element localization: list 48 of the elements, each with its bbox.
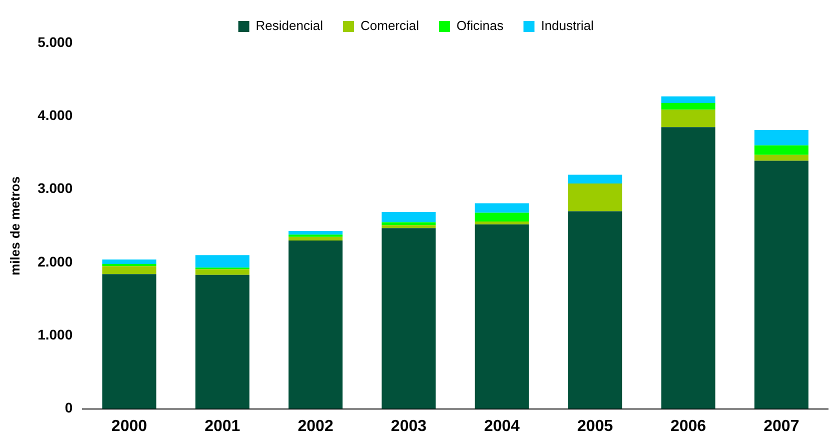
bar (382, 228, 436, 409)
bar (102, 260, 156, 264)
bar (568, 211, 622, 409)
bar (102, 266, 156, 274)
y-axis-title: miles de metros (7, 176, 22, 276)
y-tick-label: 3.000 (38, 180, 73, 196)
bar (195, 274, 250, 409)
bar (474, 212, 529, 222)
bar (382, 212, 436, 222)
y-tick-label: 5.000 (38, 34, 73, 50)
x-tick-label: 2005 (577, 418, 613, 435)
bar (661, 110, 716, 128)
x-tick-label: 2006 (670, 418, 706, 435)
x-tick-label: 2002 (298, 418, 334, 435)
bar (288, 236, 343, 241)
bar (568, 174, 622, 184)
x-tick-label: 2004 (484, 418, 520, 435)
y-tick-label: 4.000 (38, 107, 73, 124)
bar (474, 203, 529, 213)
bar (195, 255, 250, 268)
legend-label: Comercial (360, 18, 420, 34)
bar (288, 231, 343, 235)
bar (754, 154, 808, 161)
legend-label: Residencial (256, 18, 324, 34)
bar (382, 222, 436, 226)
bar (102, 264, 156, 266)
x-tick-label: 2007 (764, 418, 800, 435)
bar (195, 269, 250, 275)
bar (754, 130, 808, 146)
bar (474, 222, 529, 224)
bar (754, 145, 808, 155)
legend-label: Industrial (540, 18, 594, 34)
bar (754, 160, 808, 409)
legend-label: Oficinas (456, 18, 504, 34)
bar (102, 274, 156, 409)
bar (288, 240, 343, 409)
y-tick-label: 2.000 (38, 253, 73, 270)
bar (661, 127, 716, 409)
bar (568, 183, 622, 212)
x-tick-label: 2001 (204, 418, 240, 435)
x-tick-label: 2000 (111, 418, 148, 435)
x-tick-label: 2003 (390, 418, 427, 435)
bar (661, 102, 716, 110)
y-tick-label: 0 (64, 400, 73, 416)
y-tick-label: 1.000 (38, 326, 73, 342)
bar (382, 225, 436, 228)
bar (474, 224, 529, 409)
bar (661, 96, 716, 103)
